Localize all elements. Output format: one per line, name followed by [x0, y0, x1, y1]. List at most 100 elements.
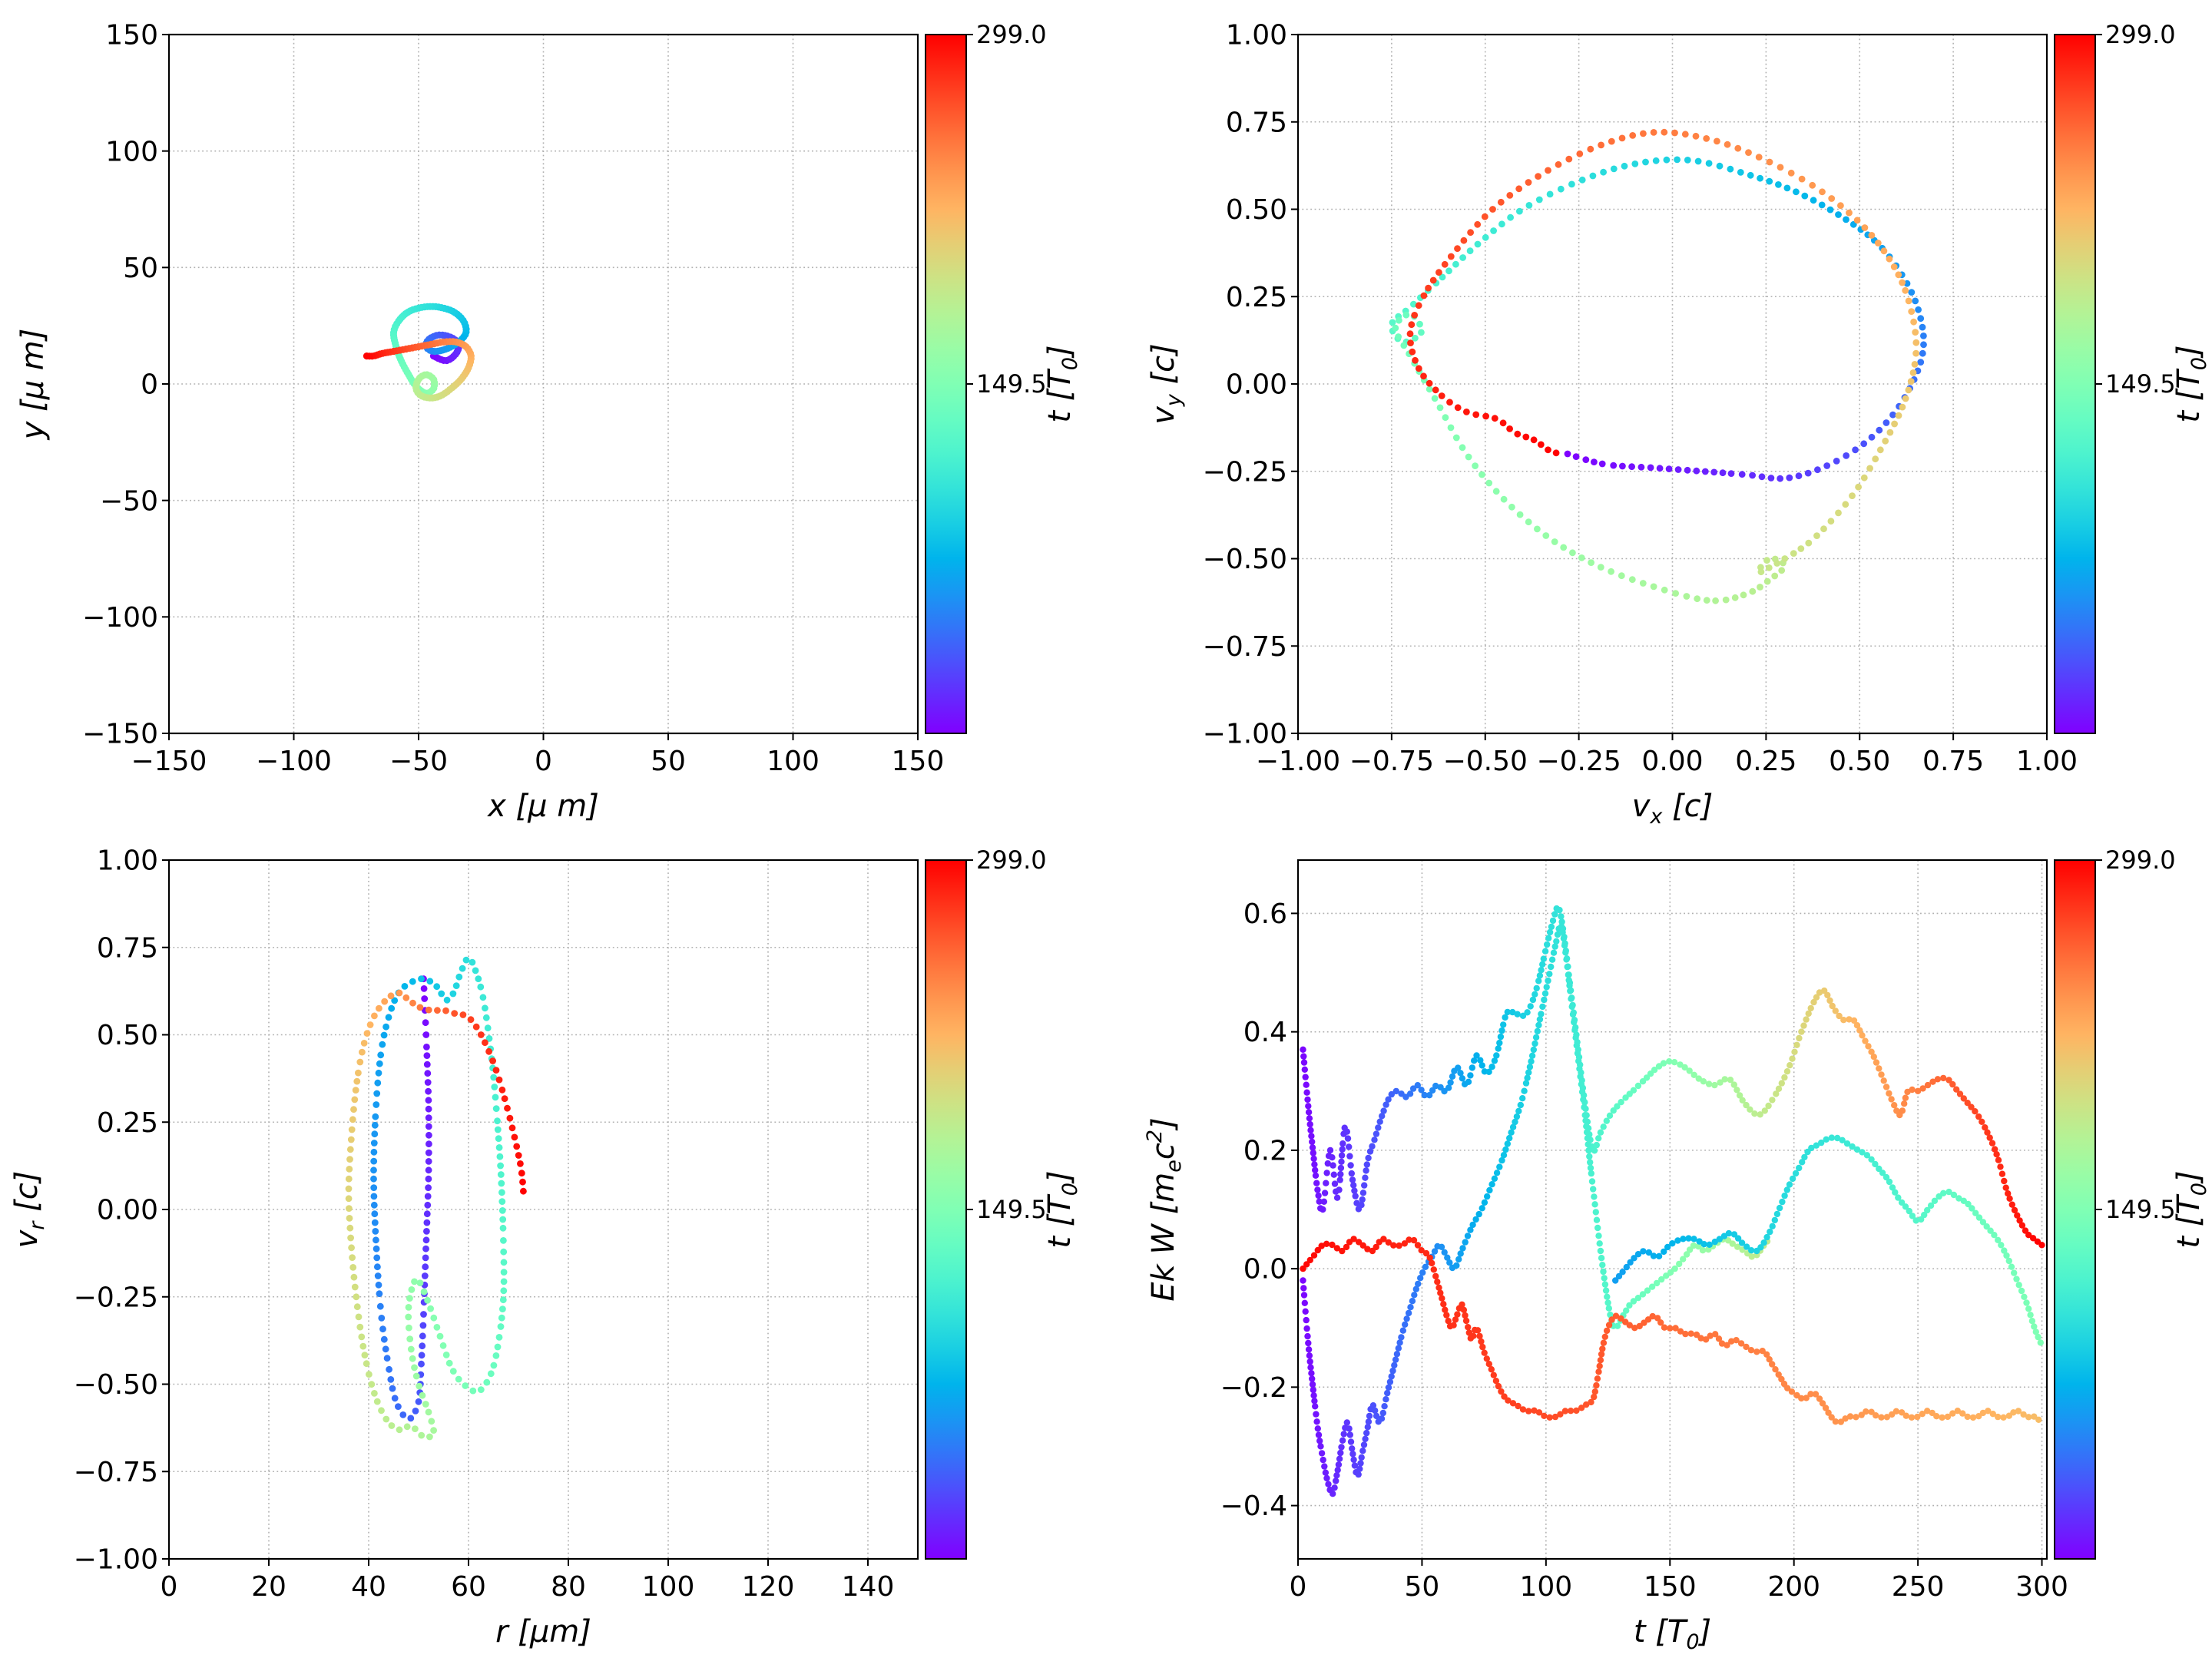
y-tick-label: 0.50	[1226, 194, 1287, 226]
x-tick-label: 100	[1519, 1571, 1572, 1603]
colorbar-tick-label: 299.0	[976, 845, 1047, 875]
x-tick-label: 0	[1290, 1571, 1307, 1603]
x-tick-label: −0.75	[1349, 746, 1434, 777]
colorbar-tick-label: 299.0	[2105, 20, 2176, 49]
y-axis-ticks: −1.00 −0.75 −0.50 −0.25 0.00 0.25 0.50 0.75 1.00	[74, 845, 169, 1576]
series-velocity-loop	[1389, 128, 1927, 604]
series-trajectory	[363, 303, 475, 402]
y-tick-label: −0.2	[1220, 1372, 1287, 1404]
colorbar-label-xy-trajectory: t [T0]	[1042, 345, 1082, 422]
x-axis-ticks: −150 −100 −50 0 50 100 150	[131, 733, 945, 777]
y-axis-label-r-vr-phase: vr [c]	[9, 1171, 49, 1249]
panel-energy-vs-time: 0 50 100 150 200 250 300 −0.4 −0.2 0.0 0.2 0.4 0.6 t …	[1143, 845, 2211, 1654]
colorbar-tick-label: 299.0	[976, 20, 1047, 49]
x-axis-label-r-vr-phase: r [μm]	[495, 1614, 591, 1649]
x-tick-label: 0.25	[1735, 746, 1796, 777]
y-tick-label: −50	[100, 485, 158, 517]
x-tick-label: −0.50	[1443, 746, 1528, 777]
x-axis-label-xy-trajectory: x [μ m]	[486, 789, 599, 824]
x-axis-label-vxvy-phase: vx [c]	[1632, 789, 1714, 829]
y-tick-label: −0.50	[1203, 544, 1287, 575]
x-tick-label: 0	[161, 1571, 178, 1603]
panel-vxvy-phase: −1.00 −0.75 −0.50 −0.25 0.00 0.25 0.50 0.75 1.00…	[1146, 20, 2211, 829]
y-tick-label: 0.25	[1226, 282, 1287, 313]
x-tick-label: 200	[1767, 1571, 1820, 1603]
panel-xy-trajectory: −150 −100 −50 0 50 100 150 −150 −100 −50 0 50 100 150…	[15, 20, 1082, 824]
colorbar-r-vr-phase	[925, 859, 967, 1560]
y-tick-label: 50	[123, 253, 158, 284]
colorbar-xy-trajectory	[925, 34, 967, 734]
y-tick-label: −150	[82, 719, 158, 750]
series-trace-teal	[1612, 1134, 2044, 1346]
x-tick-label: 80	[551, 1571, 586, 1603]
y-tick-label: 150	[105, 20, 158, 51]
colorbar-tick-label: 149.5	[976, 369, 1047, 399]
y-tick-label: 0.50	[97, 1020, 158, 1051]
y-tick-label: 0.00	[1226, 369, 1287, 401]
colorbar-tick-label: 149.5	[2105, 369, 2176, 399]
x-axis-ticks: 0 50 100 150 200 250 300	[1290, 1559, 2068, 1603]
colorbar-label-vxvy-phase: t [T0]	[2171, 345, 2211, 422]
y-tick-label: −0.25	[1203, 456, 1287, 488]
series-group	[345, 956, 527, 1441]
series-trace-dip	[1300, 923, 1771, 1497]
series-group	[1300, 905, 2045, 1497]
y-tick-label: 0.75	[97, 932, 158, 964]
x-tick-label: 100	[642, 1571, 695, 1603]
colorbar-vxvy-phase	[2054, 34, 2096, 734]
x-tick-label: 140	[842, 1571, 895, 1603]
x-tick-label: 0.75	[1922, 746, 1984, 777]
y-tick-label: −0.25	[74, 1282, 158, 1313]
x-tick-label: 40	[351, 1571, 386, 1603]
series-trace-lower	[1300, 1236, 2042, 1425]
x-tick-label: −50	[389, 746, 448, 777]
axes-frame	[1296, 859, 2048, 1560]
x-tick-label: 0.50	[1829, 746, 1890, 777]
x-tick-label: 0.00	[1641, 746, 1703, 777]
y-axis-label-vxvy-phase: vy [c]	[1146, 343, 1186, 425]
colorbar-energy-vs-time	[2054, 859, 2096, 1560]
y-tick-label: 0.2	[1243, 1135, 1287, 1166]
x-tick-label: 300	[2015, 1571, 2068, 1603]
panel-r-vr-phase: 0 20 40 60 80 100 120 140 −1.00 −0.75 −0.50 −0.25 0.…	[9, 845, 1082, 1649]
x-tick-label: 0	[535, 746, 552, 777]
y-axis-label-xy-trajectory: y [μ m]	[15, 329, 51, 441]
y-axis-ticks: −150 −100 −50 0 50 100 150	[82, 20, 169, 750]
y-tick-label: −1.00	[74, 1544, 158, 1576]
y-tick-label: 0.4	[1243, 1017, 1287, 1048]
y-tick-label: −0.50	[74, 1369, 158, 1401]
x-tick-label: 150	[1644, 1571, 1697, 1603]
y-tick-label: 0.00	[97, 1195, 158, 1226]
x-tick-label: −100	[256, 746, 332, 777]
x-tick-label: 250	[1892, 1571, 1945, 1603]
x-tick-label: −0.25	[1536, 746, 1621, 777]
x-axis-ticks: −1.00 −0.75 −0.50 −0.25 0.00 0.25 0.50 0.75 1.00	[1256, 733, 2078, 777]
colorbar-tick-label: 299.0	[2105, 845, 2176, 875]
y-tick-label: −0.75	[1203, 631, 1287, 663]
series-radial-loop	[345, 956, 527, 1441]
x-tick-label: 150	[892, 746, 945, 777]
y-tick-label: −0.75	[74, 1457, 158, 1488]
x-tick-label: 100	[767, 746, 820, 777]
x-tick-label: 120	[742, 1571, 795, 1603]
x-tick-label: −150	[131, 746, 207, 777]
colorbar-tick-label: 149.5	[2105, 1195, 2176, 1224]
x-tick-label: −1.00	[1256, 746, 1340, 777]
x-tick-label: 1.00	[2016, 746, 2078, 777]
y-tick-label: 0	[141, 369, 158, 401]
x-tick-label: 60	[451, 1571, 486, 1603]
y-axis-ticks: −0.4 −0.2 0.0 0.2 0.4 0.6	[1220, 898, 1298, 1522]
y-tick-label: −100	[82, 602, 158, 634]
y-tick-label: 0.25	[97, 1107, 158, 1139]
colorbar-label-r-vr-phase: t [T0]	[1042, 1170, 1082, 1248]
y-tick-label: 0.75	[1226, 107, 1287, 138]
series-group	[363, 303, 475, 402]
colorbar-label-energy-vs-time: t [T0]	[2171, 1170, 2211, 1248]
series-group	[1389, 128, 1927, 604]
colorbar-tick-label: 149.5	[976, 1195, 1047, 1224]
x-axis-ticks: 0 20 40 60 80 100 120 140	[161, 1559, 895, 1603]
y-axis-label-energy-vs-time: Ek W [mec2]	[1143, 1117, 1186, 1301]
x-tick-label: 20	[251, 1571, 286, 1603]
